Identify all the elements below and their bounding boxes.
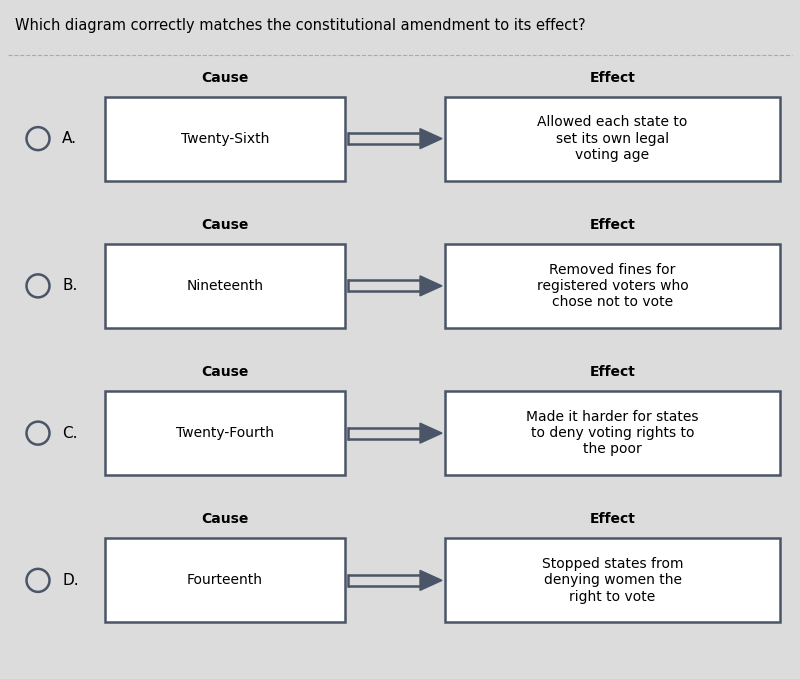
- Bar: [105, 244, 345, 328]
- Bar: [105, 96, 345, 181]
- Text: Effect: Effect: [590, 513, 635, 526]
- Text: Cause: Cause: [202, 365, 249, 379]
- Text: Allowed each state to
set its own legal
voting age: Allowed each state to set its own legal …: [538, 115, 688, 162]
- Text: Cause: Cause: [202, 71, 249, 85]
- Bar: [445, 538, 780, 623]
- Bar: [105, 538, 345, 623]
- Text: B.: B.: [62, 278, 78, 293]
- Bar: [445, 96, 780, 181]
- Bar: [445, 391, 780, 475]
- Text: Removed fines for
registered voters who
chose not to vote: Removed fines for registered voters who …: [537, 263, 688, 309]
- Bar: [445, 244, 780, 328]
- Text: Effect: Effect: [590, 365, 635, 379]
- Polygon shape: [420, 276, 442, 296]
- Text: Which diagram correctly matches the constitutional amendment to its effect?: Which diagram correctly matches the cons…: [15, 18, 586, 33]
- Text: Nineteenth: Nineteenth: [186, 279, 263, 293]
- Text: Stopped states from
denying women the
right to vote: Stopped states from denying women the ri…: [542, 557, 683, 604]
- Text: Twenty-Sixth: Twenty-Sixth: [181, 132, 269, 145]
- Text: Cause: Cause: [202, 218, 249, 232]
- Text: Fourteenth: Fourteenth: [187, 573, 263, 587]
- Text: D.: D.: [62, 573, 78, 588]
- Text: Cause: Cause: [202, 513, 249, 526]
- Polygon shape: [420, 423, 442, 443]
- Text: Made it harder for states
to deny voting rights to
the poor: Made it harder for states to deny voting…: [526, 410, 698, 456]
- Text: C.: C.: [62, 426, 78, 441]
- Text: Twenty-Fourth: Twenty-Fourth: [176, 426, 274, 440]
- Bar: [105, 391, 345, 475]
- Polygon shape: [420, 570, 442, 590]
- Text: Effect: Effect: [590, 71, 635, 85]
- Polygon shape: [420, 128, 442, 149]
- Text: A.: A.: [62, 131, 77, 146]
- Text: Effect: Effect: [590, 218, 635, 232]
